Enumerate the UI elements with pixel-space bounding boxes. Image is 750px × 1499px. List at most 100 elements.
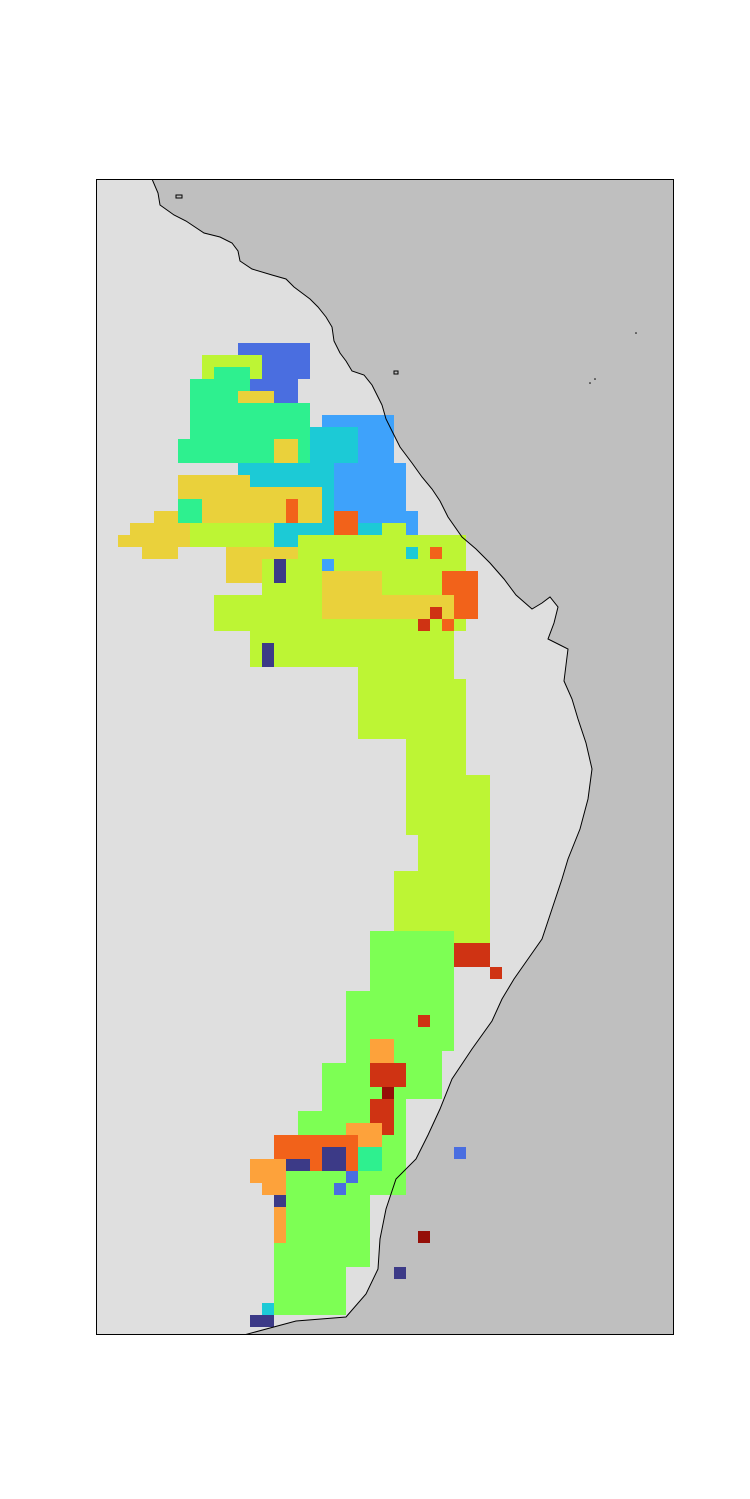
grid-cell-mustard (250, 391, 262, 403)
grid-cell-yellow-green (478, 907, 490, 919)
grid-cell-cyan (322, 451, 334, 463)
grid-cell-yellow-green (310, 631, 322, 643)
grid-cell-yellow-green (370, 619, 382, 631)
grid-cell-mustard (226, 511, 238, 523)
grid-cell-indigo (334, 1147, 346, 1159)
offshore-islands (175, 194, 637, 384)
grid-cell-aquamarine (238, 415, 250, 427)
grid-cell-light-orange (262, 1183, 274, 1195)
grid-cell-light-green (334, 1171, 346, 1183)
grid-cell-yellow-green (370, 559, 382, 571)
grid-cell-red-orange (454, 955, 466, 967)
grid-cell-sky-blue (334, 475, 346, 487)
grid-cell-orange (334, 523, 346, 535)
grid-cell-yellow-green (442, 631, 454, 643)
grid-cell-orange (322, 1135, 334, 1147)
grid-cell-light-green (430, 955, 442, 967)
map-panel (96, 179, 674, 1335)
grid-cell-mustard (262, 391, 274, 403)
grid-cell-yellow-green (382, 667, 394, 679)
grid-cell-mustard (226, 499, 238, 511)
grid-cell-light-green (442, 943, 454, 955)
grid-cell-light-green (346, 1183, 358, 1195)
grid-cell-yellow-green (430, 751, 442, 763)
grid-cell-yellow-green (394, 871, 406, 883)
grid-cell-mustard (322, 583, 334, 595)
grid-cell-light-green (394, 955, 406, 967)
grid-cell-light-green (286, 1231, 298, 1243)
grid-cell-aquamarine (286, 427, 298, 439)
grid-cell-light-green (322, 1267, 334, 1279)
grid-cell-aquamarine (226, 379, 238, 391)
grid-cell-orange (298, 1135, 310, 1147)
land-mass (96, 179, 592, 1335)
grid-cell-light-green (370, 1183, 382, 1195)
grid-cell-aquamarine (226, 439, 238, 451)
grid-cell-yellow-green (442, 643, 454, 655)
grid-cell-sky-blue (358, 475, 370, 487)
grid-cell-yellow-green (274, 619, 286, 631)
grid-cell-light-green (286, 1183, 298, 1195)
grid-cell-light-green (370, 991, 382, 1003)
grid-cell-sky-blue (322, 559, 334, 571)
grid-cell-sky-blue (346, 499, 358, 511)
grid-cell-mustard (358, 607, 370, 619)
grid-cell-light-green (382, 1135, 394, 1147)
grid-cell-yellow-green (454, 559, 466, 571)
grid-cell-light-green (394, 1051, 406, 1063)
grid-cell-yellow-green (478, 775, 490, 787)
grid-cell-yellow-green (334, 631, 346, 643)
grid-cell-sky-blue (382, 511, 394, 523)
grid-cell-yellow-green (418, 907, 430, 919)
grid-cell-light-green (394, 1171, 406, 1183)
grid-cell-light-green (358, 1087, 370, 1099)
grid-cell-yellow-green (298, 643, 310, 655)
grid-cell-light-green (418, 931, 430, 943)
grid-cell-yellow-green (310, 607, 322, 619)
grid-cell-light-green (298, 1207, 310, 1219)
grid-cell-light-green (298, 1183, 310, 1195)
grid-cell-mustard (178, 535, 190, 547)
grid-cell-yellow-green (226, 523, 238, 535)
grid-cell-light-green (334, 1075, 346, 1087)
grid-cell-aquamarine (202, 415, 214, 427)
grid-cell-mustard (226, 547, 238, 559)
grid-cell-yellow-green (274, 607, 286, 619)
grid-cell-aquamarine (262, 427, 274, 439)
grid-cell-yellow-green (430, 739, 442, 751)
grid-cell-yellow-green (406, 535, 418, 547)
grid-cell-light-green (394, 1087, 406, 1099)
grid-cell-light-green (430, 1039, 442, 1051)
grid-cell-light-green (310, 1243, 322, 1255)
grid-cell-yellow-green (466, 787, 478, 799)
grid-cell-yellow-green (442, 739, 454, 751)
grid-cell-sky-blue (358, 511, 370, 523)
grid-cell-yellow-green (442, 751, 454, 763)
grid-cell-yellow-green (358, 631, 370, 643)
grid-cell-light-green (442, 979, 454, 991)
grid-cell-mustard (178, 487, 190, 499)
grid-cell-yellow-green (310, 559, 322, 571)
grid-cell-yellow-green (238, 595, 250, 607)
grid-cell-yellow-green (214, 523, 226, 535)
grid-cell-mustard (406, 607, 418, 619)
grid-cell-yellow-green (418, 859, 430, 871)
grid-cell-yellow-green (430, 847, 442, 859)
grid-cell-yellow-green (370, 691, 382, 703)
grid-cell-red-orange (394, 1075, 406, 1087)
grid-cell-yellow-green (454, 775, 466, 787)
grid-cell-sky-blue (358, 487, 370, 499)
grid-cell-light-green (346, 1255, 358, 1267)
grid-cell-yellow-green (394, 691, 406, 703)
grid-cell-mustard (202, 487, 214, 499)
grid-cell-orange (310, 1147, 322, 1159)
grid-cell-aquamarine (214, 415, 226, 427)
grid-cell-cyan (310, 475, 322, 487)
grid-cell-aquamarine (358, 1147, 370, 1159)
grid-cell-yellow-green (418, 571, 430, 583)
grid-cell-yellow-green (226, 595, 238, 607)
grid-cell-light-green (298, 1243, 310, 1255)
grid-cell-light-green (382, 1183, 394, 1195)
grid-cell-yellow-green (454, 619, 466, 631)
grid-cell-yellow-green (406, 691, 418, 703)
